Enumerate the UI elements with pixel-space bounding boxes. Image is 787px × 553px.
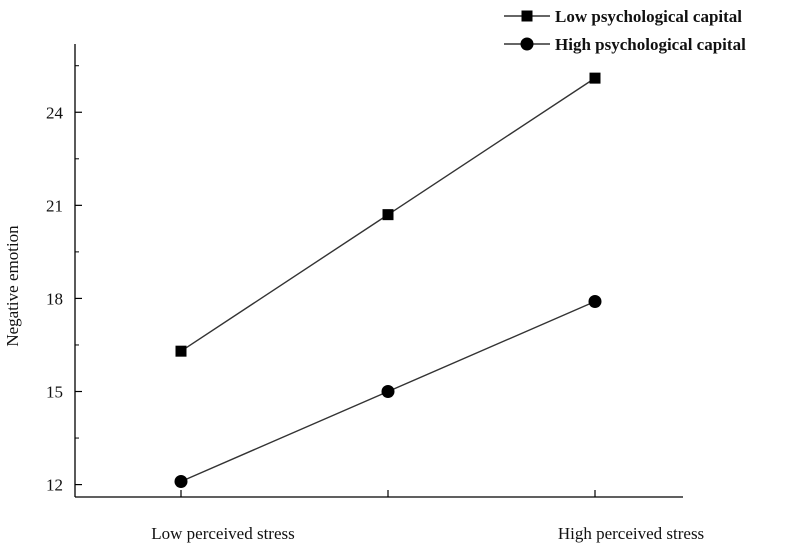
x-tick-label: Low perceived stress <box>151 524 295 543</box>
data-point-circle <box>381 385 395 399</box>
x-tick-label: High perceived stress <box>558 524 704 543</box>
x-ticks: Low perceived stress High perceived stres… <box>151 490 704 543</box>
y-tick-label: 18 <box>46 289 63 308</box>
legend-label: High psychological capital <box>555 35 746 54</box>
axes <box>74 44 683 498</box>
y-tick-label: 21 <box>46 196 63 215</box>
legend-label: Low psychological capital <box>555 7 742 26</box>
y-tick-label: 24 <box>46 103 64 122</box>
data-point-circle <box>588 295 602 309</box>
series-2 <box>174 295 602 488</box>
data-point-square <box>175 345 187 357</box>
legend-square-marker <box>521 10 533 22</box>
legend-item: Low psychological capital <box>504 7 742 26</box>
series-1 <box>175 72 601 357</box>
y-ticks: 12 15 18 21 24 <box>46 65 82 495</box>
y-tick-label: 15 <box>46 383 63 402</box>
data-point-circle <box>174 474 188 488</box>
data-point-square <box>589 72 601 84</box>
legend-item: High psychological capital <box>504 35 746 54</box>
data-point-square <box>382 209 394 221</box>
y-tick-label: 12 <box>46 476 63 495</box>
series-group <box>174 72 602 488</box>
legend: Low psychological capital High psychologi… <box>504 7 746 54</box>
y-axis-label: Negative emotion <box>3 225 22 347</box>
legend-circle-marker <box>520 37 534 51</box>
